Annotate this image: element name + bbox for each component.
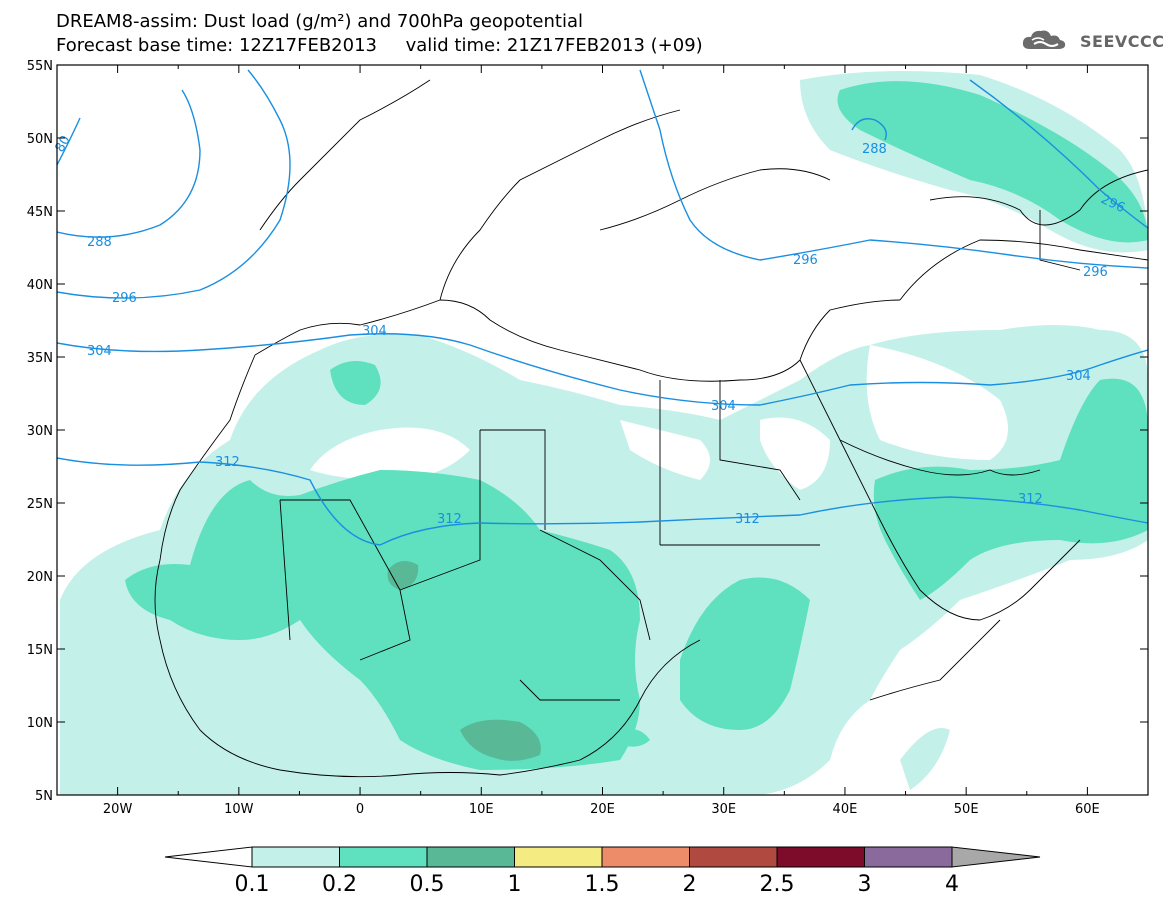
lon-tick-label: 0 bbox=[356, 802, 364, 817]
contour-label: 296 bbox=[112, 291, 137, 306]
dust-field bbox=[60, 71, 1148, 795]
colorbar-segment bbox=[689, 846, 778, 868]
lat-tick-label: 45N bbox=[27, 205, 53, 220]
contour-label: 80 bbox=[52, 133, 73, 155]
geopotential-contours bbox=[57, 69, 1148, 546]
seevccc-logo: SEEVCCC bbox=[1020, 27, 1165, 55]
contour-label: 296 bbox=[793, 253, 818, 268]
lon-tick-label: 10W bbox=[224, 802, 254, 817]
lon-tick-label: 50E bbox=[954, 802, 979, 817]
colorbar-segment bbox=[251, 846, 340, 868]
contour-label: 304 bbox=[87, 344, 112, 359]
longitude-axis: 20W 10W 0 10E 20E 30E 40E 50E 60E bbox=[56, 65, 1149, 817]
lat-tick-label: 25N bbox=[27, 497, 53, 512]
lat-tick-label: 50N bbox=[27, 132, 53, 147]
map-title: DREAM8-assim: Dust load (g/m²) and 700hP… bbox=[56, 11, 583, 32]
colorbar-segment bbox=[514, 846, 603, 868]
lat-tick-label: 5N bbox=[35, 789, 53, 804]
contour-label: 288 bbox=[87, 235, 112, 250]
lon-tick-label: 20W bbox=[103, 802, 133, 817]
contour-label: 296 bbox=[1083, 265, 1108, 280]
colorbar-segment bbox=[864, 846, 953, 868]
colorbar-segment bbox=[426, 846, 515, 868]
lat-tick-label: 15N bbox=[27, 643, 53, 658]
lon-tick-label: 40E bbox=[833, 802, 858, 817]
colorbar-label: 0.5 bbox=[410, 872, 445, 897]
coastlines-borders bbox=[154, 79, 1148, 778]
colorbar-label: 3 bbox=[858, 872, 872, 897]
cloud-logo-icon bbox=[1022, 30, 1066, 49]
lat-tick-label: 55N bbox=[27, 59, 53, 74]
lat-tick-label: 10N bbox=[27, 716, 53, 731]
logo-text: SEEVCCC bbox=[1080, 31, 1165, 51]
colorbar-label: 4 bbox=[945, 872, 959, 897]
forecast-times: Forecast base time: 12Z17FEB2013 valid t… bbox=[56, 35, 703, 56]
contour-label: 304 bbox=[1066, 369, 1091, 384]
colorbar-segment bbox=[776, 846, 865, 868]
colorbar-label: 2.5 bbox=[760, 872, 795, 897]
contour-label: 304 bbox=[362, 324, 387, 339]
lon-tick-label: 20E bbox=[590, 802, 615, 817]
colorbar-label: 1 bbox=[508, 872, 522, 897]
colorbar-label: 0.2 bbox=[322, 872, 357, 897]
latitude-axis: 55N 50N 45N 40N 35N 30N 25N 20N 15N 10N 5N bbox=[27, 59, 1148, 804]
contour-label: 288 bbox=[862, 142, 887, 157]
colorbar-label: 1.5 bbox=[585, 872, 620, 897]
contour-label: 312 bbox=[215, 455, 240, 470]
dust-medium-regions bbox=[125, 81, 1148, 770]
colorbar-segment bbox=[339, 846, 428, 868]
colorbar-segment bbox=[601, 846, 690, 868]
colorbar: 0.1 0.2 0.5 1 1.5 2 2.5 3 4 bbox=[164, 846, 1041, 897]
lon-tick-label: 10E bbox=[469, 802, 494, 817]
lon-tick-label: 30E bbox=[711, 802, 736, 817]
colorbar-label: 0.1 bbox=[235, 872, 270, 897]
contour-label: 312 bbox=[1018, 492, 1043, 507]
lon-tick-label: 60E bbox=[1075, 802, 1100, 817]
contour-label: 304 bbox=[711, 399, 736, 414]
dust-dark-regions bbox=[387, 561, 541, 761]
colorbar-high-arrow bbox=[951, 846, 1041, 868]
colorbar-label: 2 bbox=[683, 872, 697, 897]
contour-label: 312 bbox=[735, 512, 760, 527]
lat-tick-label: 30N bbox=[27, 424, 53, 439]
contour-label: 312 bbox=[437, 512, 462, 527]
lat-tick-label: 35N bbox=[27, 351, 53, 366]
lat-tick-label: 20N bbox=[27, 570, 53, 585]
colorbar-low-arrow bbox=[164, 846, 253, 868]
lat-tick-label: 40N bbox=[27, 278, 53, 293]
